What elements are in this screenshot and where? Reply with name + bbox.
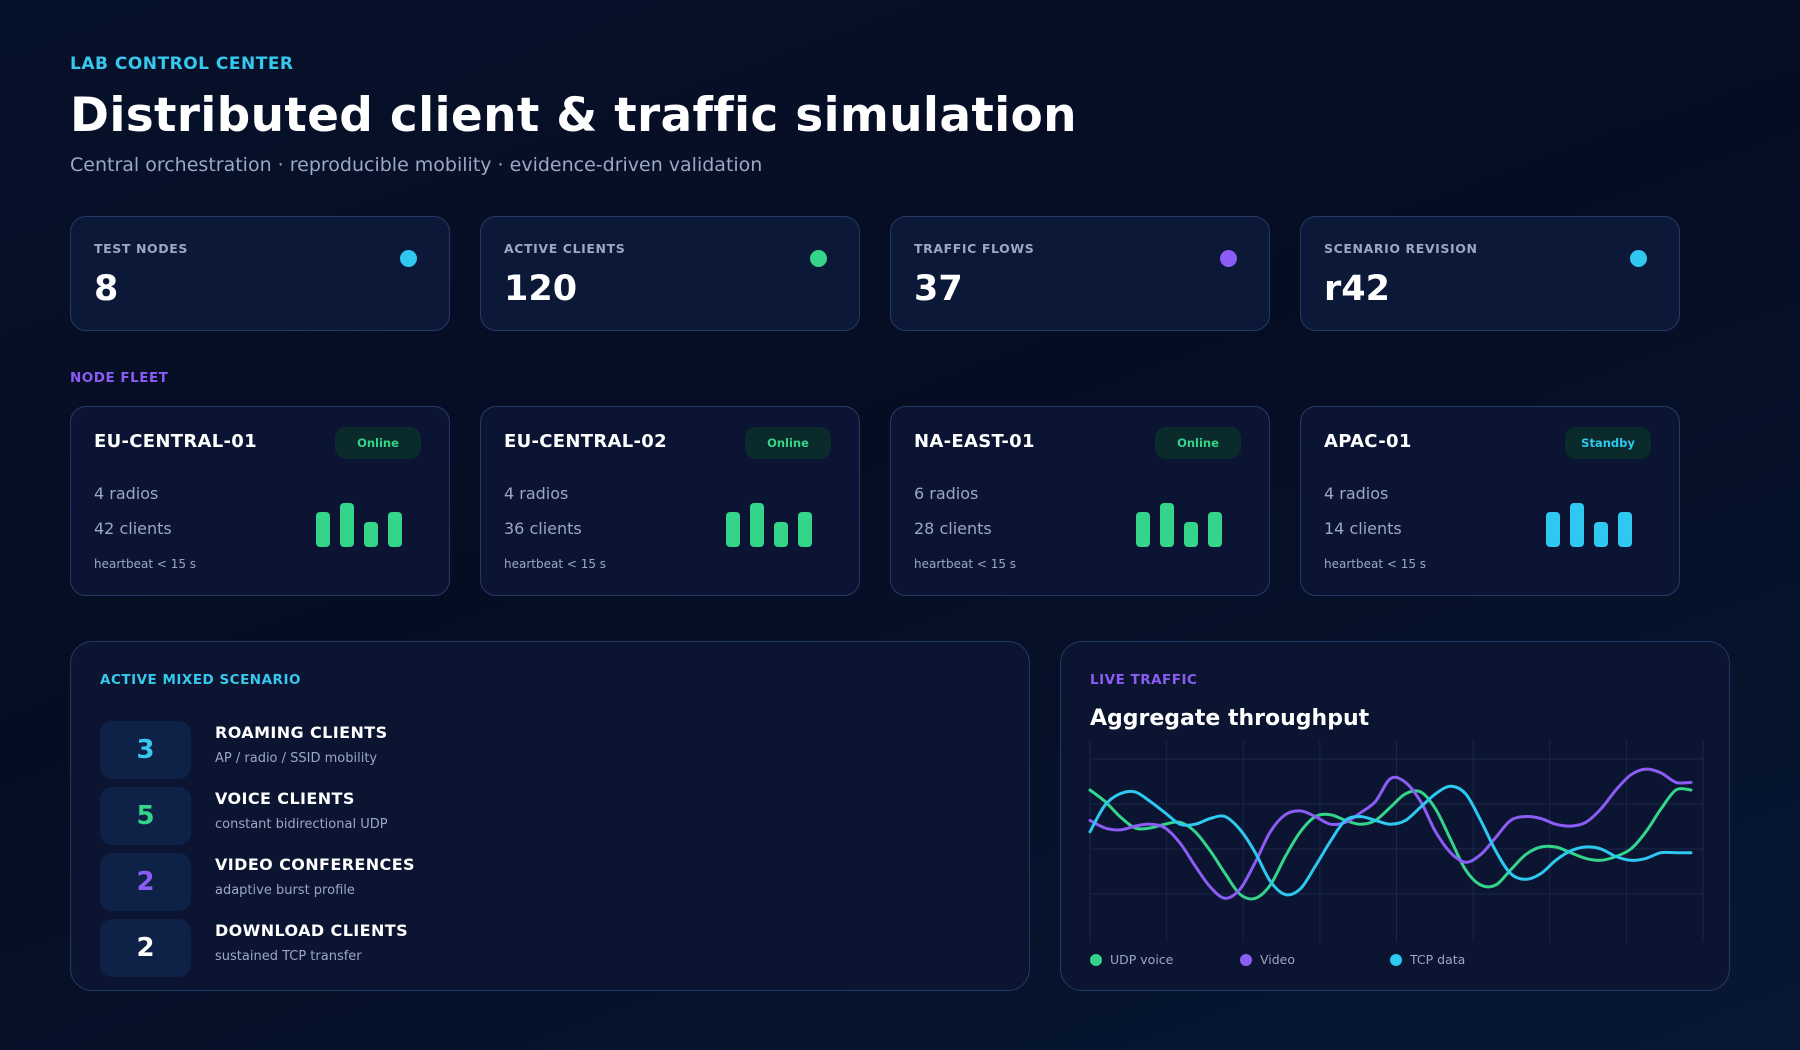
- legend-dot-icon: [1240, 953, 1252, 966]
- scenario-item[interactable]: 2 DOWNLOAD CLIENTS sustained TCP transfe…: [100, 919, 700, 977]
- signal-bar: [1594, 522, 1608, 547]
- node-heartbeat: heartbeat < 15 s: [1324, 557, 1427, 571]
- node-heartbeat: heartbeat < 15 s: [504, 557, 607, 571]
- throughput-chart: [1088, 740, 1704, 942]
- signal-bar: [388, 512, 402, 547]
- stat-card-active-clients: ACTIVE CLIENTS 120: [480, 216, 860, 331]
- signal-bar: [774, 522, 788, 547]
- eyebrow-label: LAB CONTROL CENTER: [70, 54, 294, 74]
- node-clients: 36 clients: [504, 519, 582, 538]
- signal-bars-icon: [1546, 497, 1636, 547]
- section-label-node-fleet: NODE FLEET: [70, 370, 169, 386]
- legend-item: UDP voice: [1090, 952, 1173, 967]
- scenario-count: 3: [100, 721, 191, 779]
- scenario-title: VIDEO CONFERENCES: [215, 855, 415, 874]
- scenario-title: VOICE CLIENTS: [215, 789, 355, 808]
- scenario-item[interactable]: 2 VIDEO CONFERENCES adaptive burst profi…: [100, 853, 700, 911]
- legend-dot-icon: [1090, 953, 1102, 966]
- series-line-video: [1088, 767, 1693, 900]
- node-card[interactable]: EU-CENTRAL-01 Online 4 radios 42 clients…: [70, 406, 450, 596]
- stat-label: ACTIVE CLIENTS: [504, 241, 626, 256]
- node-radios: 4 radios: [1324, 484, 1389, 503]
- signal-bar: [340, 503, 354, 547]
- series-line-tcp-data: [1088, 784, 1693, 897]
- node-name: NA-EAST-01: [914, 431, 1035, 452]
- node-card[interactable]: EU-CENTRAL-02 Online 4 radios 36 clients…: [480, 406, 860, 596]
- status-badge: Online: [1155, 427, 1241, 459]
- signal-bar: [1208, 512, 1222, 547]
- status-badge: Standby: [1565, 427, 1651, 459]
- scenario-desc: AP / radio / SSID mobility: [215, 751, 378, 766]
- status-badge: Online: [745, 427, 831, 459]
- status-dot-icon: [1220, 250, 1237, 267]
- signal-bar: [750, 503, 764, 547]
- stat-label: TEST NODES: [94, 241, 188, 256]
- scenario-desc: adaptive burst profile: [215, 883, 355, 898]
- stat-label: SCENARIO REVISION: [1324, 241, 1478, 256]
- status-dot-icon: [1630, 250, 1647, 267]
- node-radios: 4 radios: [94, 484, 159, 503]
- node-name: APAC-01: [1324, 431, 1412, 452]
- page-title: Distributed client & traffic simulation: [70, 88, 1077, 143]
- traffic-panel: LIVE TRAFFIC Aggregate throughput UDP vo…: [1060, 641, 1730, 991]
- node-clients: 14 clients: [1324, 519, 1402, 538]
- scenario-count: 2: [100, 919, 191, 977]
- signal-bar: [364, 522, 378, 547]
- status-dot-icon: [400, 250, 417, 267]
- signal-bar: [1618, 512, 1632, 547]
- signal-bar: [1184, 522, 1198, 547]
- node-heartbeat: heartbeat < 15 s: [94, 557, 197, 571]
- legend-label: Video: [1260, 952, 1296, 967]
- scenario-item[interactable]: 5 VOICE CLIENTS constant bidirectional U…: [100, 787, 700, 845]
- series-line-udp-voice: [1088, 787, 1693, 901]
- stat-value: 120: [504, 269, 578, 309]
- signal-bars-icon: [1136, 497, 1226, 547]
- scenario-panel: ACTIVE MIXED SCENARIO 3 ROAMING CLIENTS …: [70, 641, 1030, 991]
- stat-label: TRAFFIC FLOWS: [914, 241, 1035, 256]
- signal-bar: [1136, 512, 1150, 547]
- node-heartbeat: heartbeat < 15 s: [914, 557, 1017, 571]
- legend-label: UDP voice: [1110, 952, 1174, 967]
- legend-dot-icon: [1390, 953, 1402, 966]
- chart-title: Aggregate throughput: [1090, 706, 1370, 731]
- node-radios: 4 radios: [504, 484, 569, 503]
- page-subtitle: Central orchestration · reproducible mob…: [70, 154, 763, 176]
- panel-label: LIVE TRAFFIC: [1090, 672, 1198, 688]
- scenario-count: 2: [100, 853, 191, 911]
- signal-bars-icon: [316, 497, 406, 547]
- stat-value: 8: [94, 269, 119, 309]
- legend-item: TCP data: [1390, 952, 1465, 967]
- stat-value: 37: [914, 269, 963, 309]
- node-card[interactable]: APAC-01 Standby 4 radios 14 clients hear…: [1300, 406, 1680, 596]
- stat-card-traffic-flows: TRAFFIC FLOWS 37: [890, 216, 1270, 331]
- scenario-title: DOWNLOAD CLIENTS: [215, 921, 409, 940]
- stat-card-scenario-revision: SCENARIO REVISION r42: [1300, 216, 1680, 331]
- signal-bar: [316, 512, 330, 547]
- scenario-count: 5: [100, 787, 191, 845]
- legend-item: Video: [1240, 952, 1295, 967]
- status-badge: Online: [335, 427, 421, 459]
- node-card[interactable]: NA-EAST-01 Online 6 radios 28 clients he…: [890, 406, 1270, 596]
- signal-bar: [726, 512, 740, 547]
- node-name: EU-CENTRAL-02: [504, 431, 667, 452]
- node-clients: 42 clients: [94, 519, 172, 538]
- signal-bars-icon: [726, 497, 816, 547]
- scenario-item[interactable]: 3 ROAMING CLIENTS AP / radio / SSID mobi…: [100, 721, 700, 779]
- stat-value: r42: [1324, 269, 1390, 309]
- scenario-desc: sustained TCP transfer: [215, 949, 362, 964]
- scenario-desc: constant bidirectional UDP: [215, 817, 388, 832]
- legend-label: TCP data: [1410, 952, 1466, 967]
- signal-bar: [1546, 512, 1560, 547]
- signal-bar: [798, 512, 812, 547]
- scenario-title: ROAMING CLIENTS: [215, 723, 388, 742]
- signal-bar: [1570, 503, 1584, 547]
- stat-card-test-nodes: TEST NODES 8: [70, 216, 450, 331]
- status-dot-icon: [810, 250, 827, 267]
- node-clients: 28 clients: [914, 519, 992, 538]
- node-radios: 6 radios: [914, 484, 979, 503]
- signal-bar: [1160, 503, 1174, 547]
- node-name: EU-CENTRAL-01: [94, 431, 257, 452]
- panel-label: ACTIVE MIXED SCENARIO: [100, 672, 301, 688]
